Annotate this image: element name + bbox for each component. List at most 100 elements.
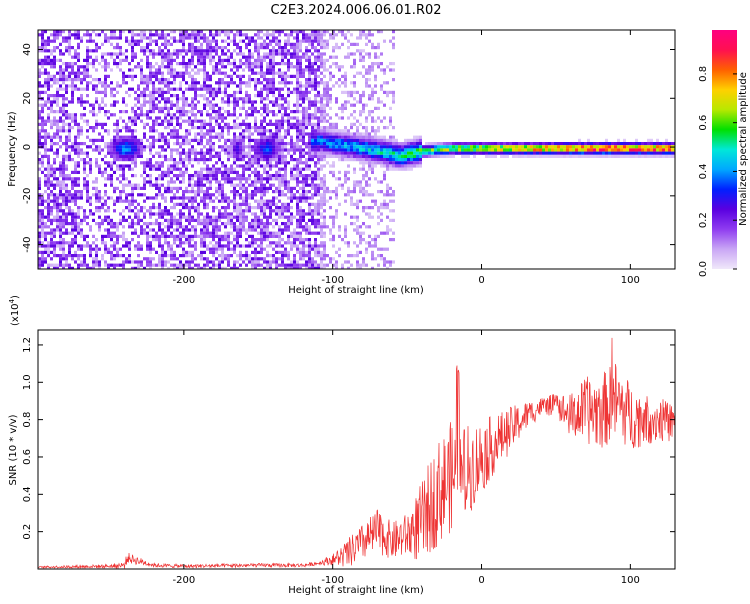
heatmap-cell xyxy=(206,151,209,155)
heatmap-cell xyxy=(131,231,134,235)
heatmap-cell xyxy=(200,196,203,200)
heatmap-cell xyxy=(188,119,191,123)
heatmap-cell xyxy=(116,241,119,245)
heatmap-cell xyxy=(278,110,281,114)
heatmap-cell xyxy=(95,33,98,37)
heatmap-cell xyxy=(173,234,176,238)
heatmap-cell xyxy=(332,154,335,158)
heatmap-cell xyxy=(269,129,272,133)
heatmap-cell xyxy=(296,84,299,88)
heatmap-cell xyxy=(155,218,158,222)
heatmap-cell xyxy=(239,215,242,219)
heatmap-cell xyxy=(146,78,149,82)
heatmap-cell xyxy=(251,234,254,238)
heatmap-cell xyxy=(104,142,107,146)
heatmap-cell xyxy=(98,138,101,142)
heatmap-cell xyxy=(158,241,161,245)
heatmap-cell xyxy=(212,103,215,107)
heatmap-cell xyxy=(260,106,263,110)
heatmap-cell xyxy=(53,119,56,123)
heatmap-cell xyxy=(266,42,269,46)
heatmap-cell xyxy=(194,257,197,261)
heatmap-cell xyxy=(209,218,212,222)
heatmap-cell xyxy=(164,250,167,254)
heatmap-cell xyxy=(38,257,41,261)
heatmap-cell xyxy=(128,158,131,162)
heatmap-cell xyxy=(215,62,218,66)
heatmap-cell xyxy=(215,170,218,174)
heatmap-cell xyxy=(281,116,284,120)
heatmap-cell xyxy=(257,158,260,162)
heatmap-cell xyxy=(191,164,194,168)
heatmap-cell xyxy=(365,81,368,85)
heatmap-cell xyxy=(311,202,314,206)
heatmap-cell xyxy=(200,170,203,174)
heatmap-cell xyxy=(74,196,77,200)
heatmap-cell xyxy=(287,263,290,267)
heatmap-cell xyxy=(290,212,293,216)
heatmap-cell xyxy=(44,90,47,94)
heatmap-cell xyxy=(218,193,221,197)
heatmap-cell xyxy=(224,87,227,91)
heatmap-cell xyxy=(314,78,317,82)
heatmap-cell xyxy=(41,225,44,229)
heatmap-cell xyxy=(113,142,116,146)
heatmap-cell xyxy=(266,151,269,155)
heatmap-cell xyxy=(218,90,221,94)
heatmap-cell xyxy=(65,87,68,91)
heatmap-cell xyxy=(278,119,281,123)
heatmap-cell xyxy=(236,122,239,126)
heatmap-cell xyxy=(314,74,317,78)
heatmap-cell xyxy=(59,30,62,34)
heatmap-cell xyxy=(155,183,158,187)
heatmap-cell xyxy=(218,122,221,126)
heatmap-cell xyxy=(176,94,179,98)
heatmap-cell xyxy=(314,84,317,88)
heatmap-cell xyxy=(248,174,251,178)
heatmap-cell xyxy=(194,190,197,194)
heatmap-cell xyxy=(71,78,74,82)
heatmap-cell xyxy=(206,113,209,117)
heatmap-cell xyxy=(152,212,155,216)
heatmap-cell xyxy=(275,103,278,107)
heatmap-cell xyxy=(125,151,128,155)
heatmap-cell xyxy=(296,225,299,229)
heatmap-cell xyxy=(305,225,308,229)
heatmap-cell xyxy=(305,33,308,37)
heatmap-cell xyxy=(224,196,227,200)
heatmap-cell xyxy=(224,209,227,213)
heatmap-cell xyxy=(323,90,326,94)
heatmap-cell xyxy=(239,209,242,213)
heatmap-cell xyxy=(305,110,308,114)
heatmap-cell xyxy=(248,209,251,213)
heatmap-cell xyxy=(137,241,140,245)
heatmap-cell xyxy=(326,58,329,62)
heatmap-cell xyxy=(68,126,71,130)
heatmap-cell xyxy=(239,52,242,56)
heatmap-cell xyxy=(317,244,320,248)
heatmap-cell xyxy=(353,132,356,136)
heatmap-cell xyxy=(230,212,233,216)
heatmap-cell xyxy=(161,154,164,158)
heatmap-cell xyxy=(278,228,281,232)
heatmap-cell xyxy=(95,222,98,226)
heatmap-cell xyxy=(44,167,47,171)
heatmap-cell xyxy=(59,106,62,110)
heatmap-cell xyxy=(275,30,278,34)
heatmap-cell xyxy=(38,142,41,146)
heatmap-cell xyxy=(323,196,326,200)
heatmap-cell xyxy=(356,218,359,222)
heatmap-cell xyxy=(236,74,239,78)
heatmap-cell xyxy=(170,42,173,46)
heatmap-cell xyxy=(242,74,245,78)
heatmap-cell xyxy=(233,247,236,251)
heatmap-cell xyxy=(263,84,266,88)
heatmap-cell xyxy=(281,119,284,123)
heatmap-cell xyxy=(104,260,107,264)
heatmap-cell xyxy=(308,250,311,254)
heatmap-cell xyxy=(218,46,221,50)
heatmap-cell xyxy=(281,135,284,139)
heatmap-cell xyxy=(278,257,281,261)
heatmap-cell xyxy=(323,234,326,238)
heatmap-cell xyxy=(215,186,218,190)
